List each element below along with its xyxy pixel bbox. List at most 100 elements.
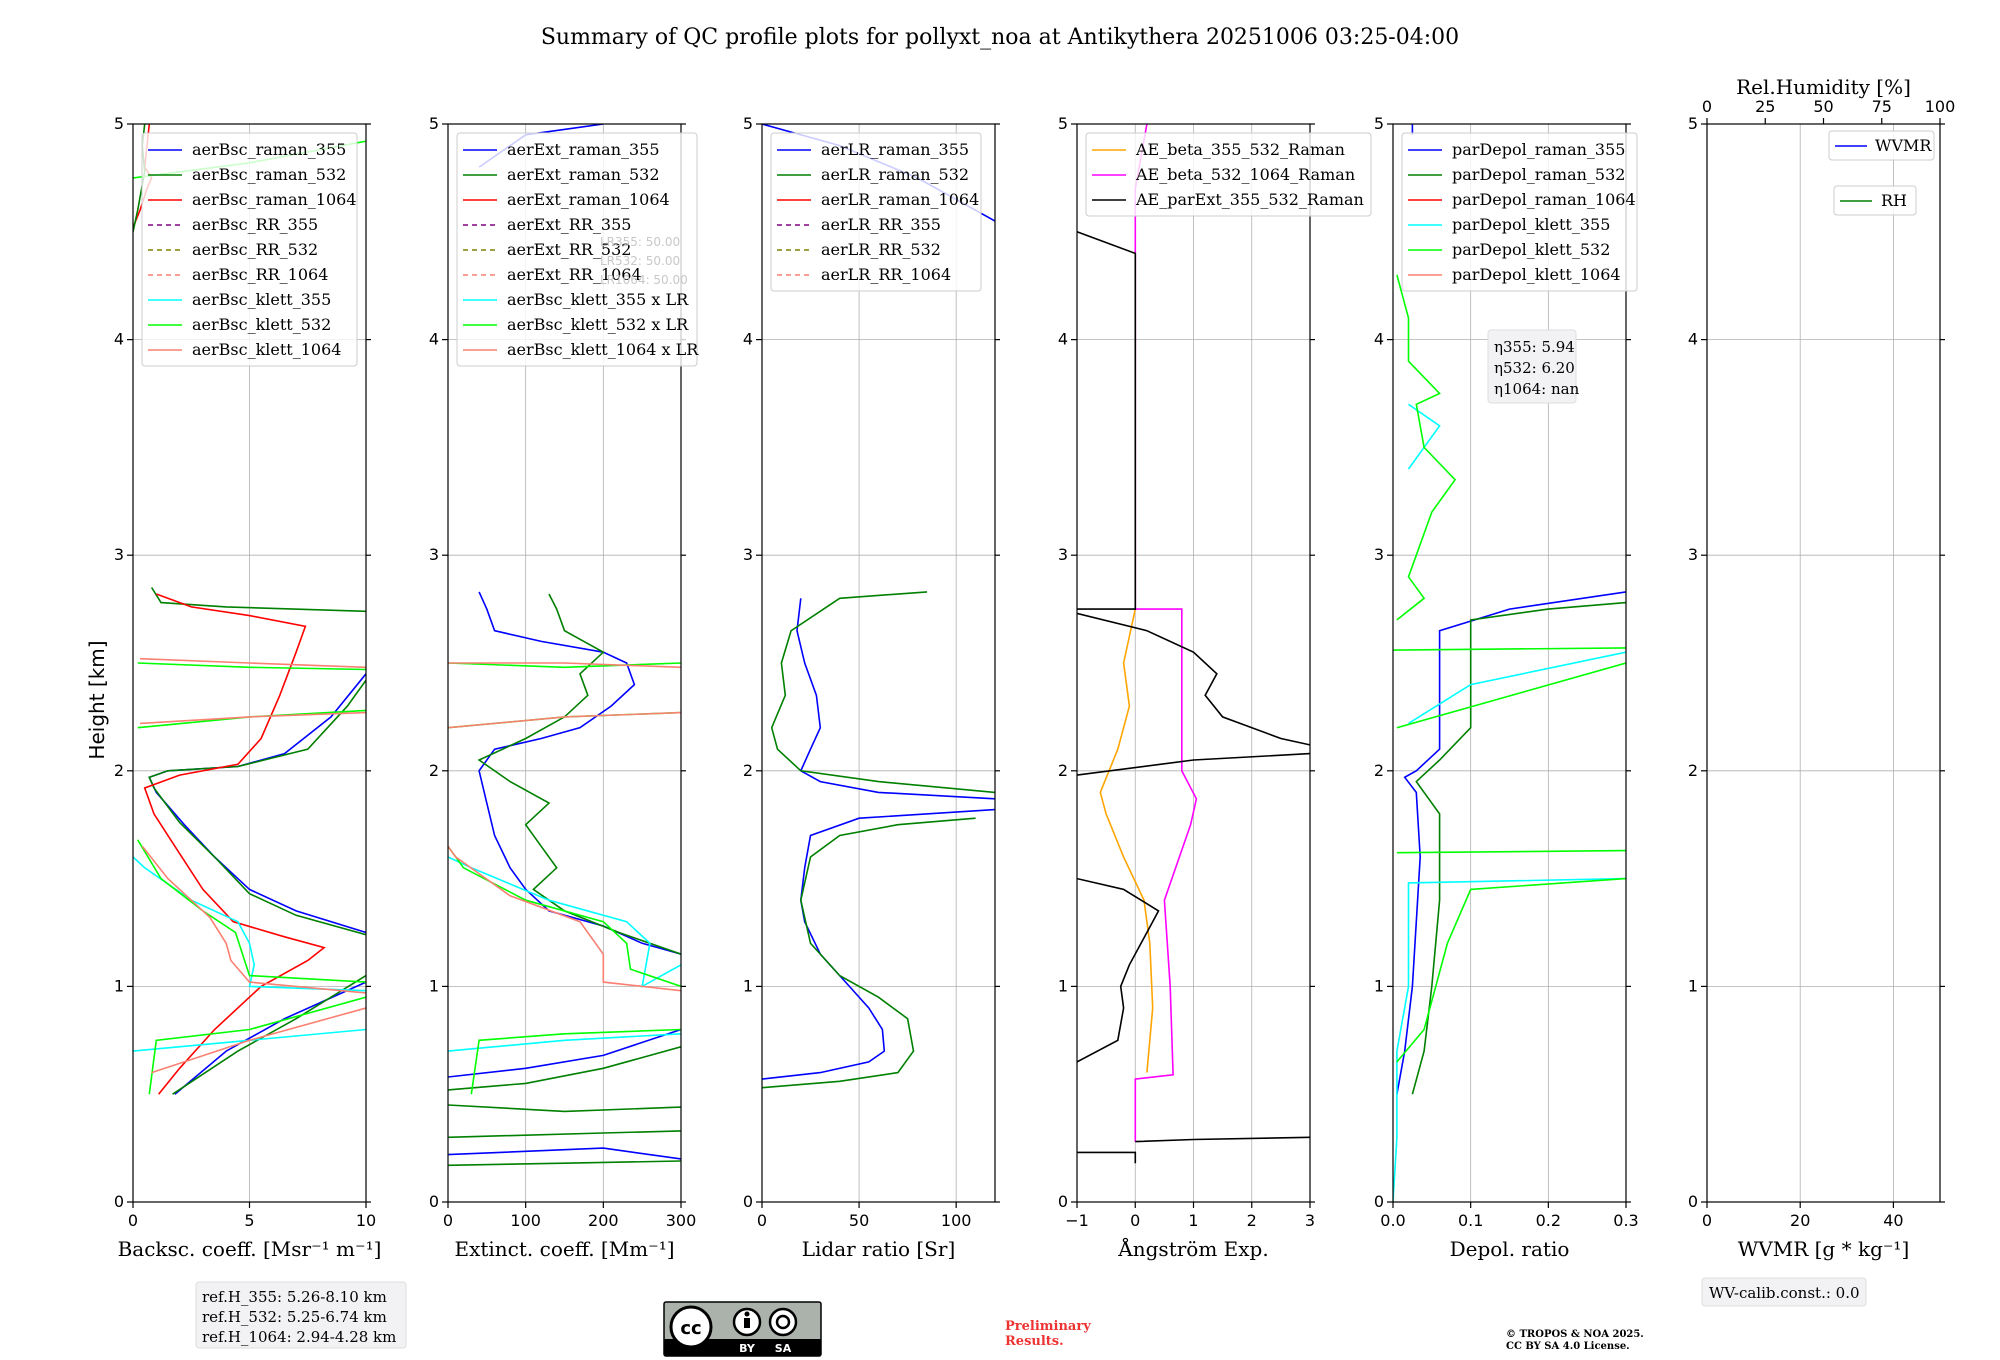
x-tick-label: 10 <box>356 1211 376 1230</box>
legend-label: aerBsc_klett_1064 x LR <box>507 340 699 359</box>
x-tick-label: 50 <box>849 1211 869 1230</box>
x-tick-label: 0.1 <box>1458 1211 1483 1230</box>
y-tick-label: 3 <box>1058 545 1068 564</box>
series-line-aerLR_raman_532b <box>770 591 995 794</box>
legend-label: aerLR_raman_532 <box>821 165 969 184</box>
y-tick-label: 5 <box>1058 114 1068 133</box>
ref-h-355: ref.H_355: 5.26-8.10 km <box>202 1288 387 1306</box>
wvmr-panel: 0 20 40 0 1 2 3 4 5 WVMR [g * kg⁻¹] 0 25 50 75 100 Rel.… <box>1688 75 1955 1261</box>
y-tick-label: 0 <box>743 1192 753 1211</box>
legend-box <box>456 132 698 367</box>
y-axis-label: Height [km] <box>85 640 109 759</box>
series-line-aerExt_raman_355b <box>478 591 681 955</box>
reference-height-box: ref.H_355: 5.26-8.10 km ref.H_532: 5.25-… <box>195 1281 407 1349</box>
copyright-line-1: © TROPOS & NOA 2025. <box>1506 1329 1644 1340</box>
series-line-parDepol_klett_532d <box>1393 647 1626 651</box>
legend-label: aerBsc_raman_355 <box>192 140 346 159</box>
top-tick-label: 75 <box>1872 97 1892 116</box>
series-line-AE_parExt_355_532_Raman_e <box>1077 612 1310 746</box>
top-tick-label: 0 <box>1702 97 1712 116</box>
depol-panel: 0.0 0.1 0.2 0.3 0 1 2 3 4 5 Depol. ratio parDepol_r… <box>1374 114 1639 1261</box>
by-person-head <box>744 1311 750 1317</box>
legend-label: aerBsc_RR_1064 <box>192 265 328 284</box>
series-line-AE_parExt_355_532_Raman_d <box>1077 752 1310 776</box>
axes-frame <box>761 123 996 1203</box>
legend-label: aerBsc_raman_1064 <box>192 190 357 209</box>
y-tick-label: 3 <box>429 545 439 564</box>
y-tick-label: 1 <box>429 976 439 995</box>
y-tick-label: 1 <box>743 976 753 995</box>
y-tick-label: 0 <box>114 1192 124 1211</box>
series-line-parDepol_klett_532e <box>1396 274 1457 621</box>
y-tick-label: 4 <box>114 330 124 349</box>
series-line-aerBsc_raman_532b <box>148 679 366 936</box>
eta-box: η355: 5.94 η532: 6.20 η1064: nan <box>1487 329 1580 404</box>
x-axis-label: Extinct. coeff. [Mm⁻¹] <box>454 1237 674 1261</box>
x-tick-label: 0.2 <box>1536 1211 1561 1230</box>
series-line-parDepol_raman_532 <box>1411 601 1626 1095</box>
y-tick-label: 2 <box>114 761 124 780</box>
y-tick-label: 3 <box>743 545 753 564</box>
x-axis-label: Backsc. coeff. [Msr⁻¹ m⁻¹] <box>118 1237 382 1261</box>
series-line-parDepol_klett_355 <box>1393 877 1626 1202</box>
x-tick-label: −1 <box>1065 1211 1089 1230</box>
legend: aerExt_raman_355 aerExt_raman_532 aerExt_r… <box>456 132 699 367</box>
y-tick-label: 5 <box>1374 114 1384 133</box>
y-tick-label: 3 <box>1374 545 1384 564</box>
series-line-aerBsc_klett_1064xLRc <box>448 662 681 669</box>
legend-label: aerBsc_klett_355 x LR <box>507 290 689 309</box>
series-line-aerBsc_klett_532 <box>148 996 366 1095</box>
lidar-ratio-setting: LR1064: 50.00 <box>600 273 688 287</box>
figure-title: Summary of QC profile plots for pollyxt_… <box>541 25 1459 50</box>
lidar-ratio-panel: 0 50 100 0 1 2 3 4 5 Lidar ratio [Sr] aerLR_raman_… <box>743 114 1000 1261</box>
legend-label: AE_beta_532_1064_Raman <box>1135 165 1355 184</box>
legend-label: aerBsc_klett_532 x LR <box>507 315 689 334</box>
series-line-aerExt_raman_355 <box>448 1028 681 1078</box>
legend-label: aerExt_RR_1064 <box>507 265 642 284</box>
y-tick-label: 4 <box>1688 330 1698 349</box>
legend-label: aerLR_RR_532 <box>821 240 941 259</box>
series-line-aerBsc_klett_1064c <box>139 711 366 725</box>
y-tick-label: 2 <box>429 761 439 780</box>
series-line-aerBsc_klett_532b <box>137 839 366 983</box>
series-line-parDepol_klett_532c <box>1396 662 1626 729</box>
legend-label: parDepol_klett_532 <box>1452 240 1610 259</box>
series-line-aerExt_raman_532d <box>448 1130 681 1139</box>
legend-label: aerBsc_raman_532 <box>192 165 346 184</box>
y-tick-label: 0 <box>1374 1192 1384 1211</box>
ref-h-1064: ref.H_1064: 2.94-4.28 km <box>202 1328 396 1346</box>
x-tick-label: 2 <box>1247 1211 1257 1230</box>
y-tick-label: 5 <box>114 114 124 133</box>
x-tick-label: 5 <box>244 1211 254 1230</box>
x-tick-label: 1 <box>1188 1211 1198 1230</box>
series-line-aerBsc_klett_1064b <box>141 845 366 994</box>
legend-box <box>1828 130 1935 161</box>
series-line-AE_beta_355_532_Raman <box>1099 608 1154 1073</box>
x-tick-label: 0.0 <box>1380 1211 1405 1230</box>
legend-label: aerLR_RR_1064 <box>821 265 951 284</box>
y-tick-label: 2 <box>1058 761 1068 780</box>
x-tick-label: 100 <box>510 1211 541 1230</box>
legend-label: aerExt_raman_355 <box>507 140 660 159</box>
lidar-ratio-setting: LR532: 50.00 <box>600 254 680 268</box>
y-tick-label: 1 <box>114 976 124 995</box>
series-line-aerBsc_raman_355 <box>174 981 366 1095</box>
y-tick-label: 0 <box>1688 1192 1698 1211</box>
legend-label: parDepol_raman_532 <box>1452 165 1625 184</box>
lidar-ratio-setting: LR355: 50.00 <box>600 235 680 249</box>
series-line-AE_parExt_355_532_Raman_f <box>1077 231 1137 610</box>
series-line-aerBsc_klett_532xLR <box>470 1028 681 1095</box>
legend-label: aerExt_RR_532 <box>507 240 631 259</box>
y-tick-label: 4 <box>1374 330 1384 349</box>
legend-label: parDepol_klett_355 <box>1452 215 1610 234</box>
series-line-parDepol_raman_355 <box>1396 591 1626 1095</box>
preliminary-line-1: Preliminary <box>1005 1319 1091 1334</box>
top-tick-label: 25 <box>1755 97 1775 116</box>
y-tick-label: 4 <box>429 330 439 349</box>
top-tick-label: 100 <box>1925 97 1956 116</box>
y-tick-label: 4 <box>1058 330 1068 349</box>
wv-calib-text: WV-calib.const.: 0.0 <box>1709 1284 1860 1302</box>
legend-label: aerBsc_RR_355 <box>192 215 318 234</box>
